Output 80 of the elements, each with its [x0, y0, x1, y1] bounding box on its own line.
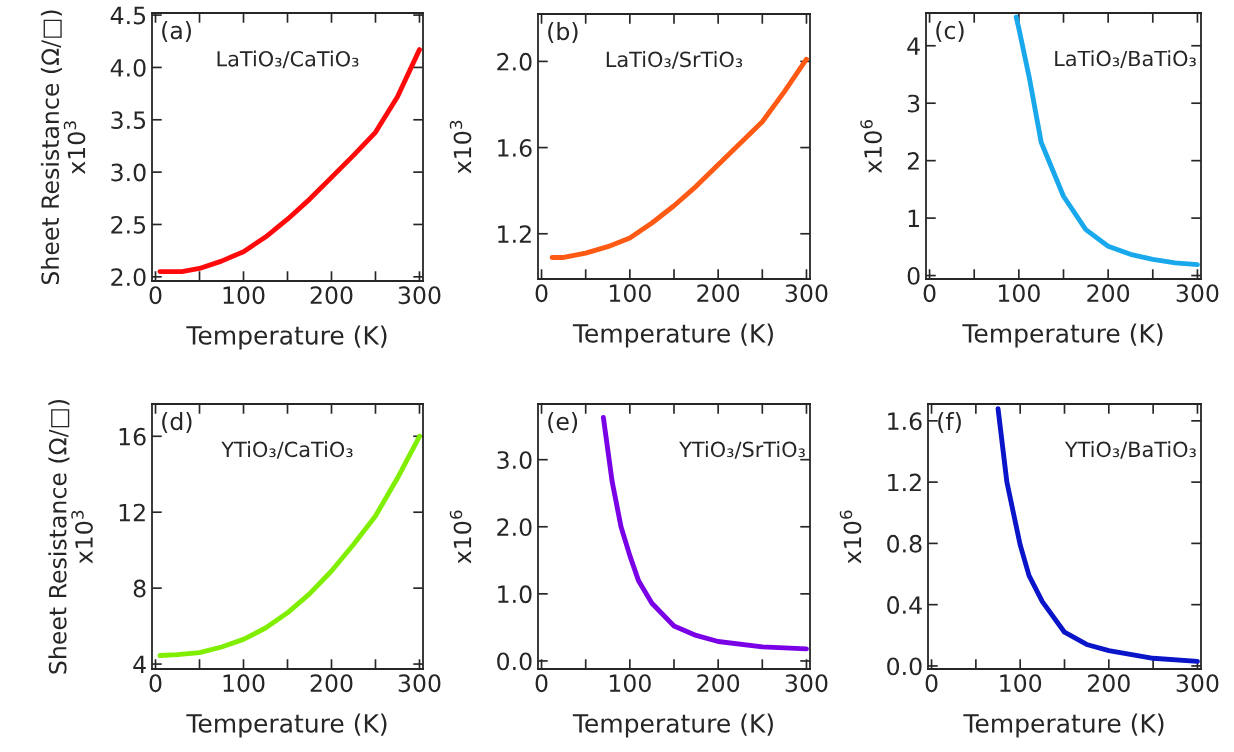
- annotation: (a): [162, 21, 191, 43]
- x-tick-label: 200: [310, 286, 353, 305]
- x-tick-label: 0: [535, 674, 548, 693]
- x-axis-title: Temperature (K): [186, 325, 387, 350]
- y-tick-label: 0.0: [887, 657, 922, 676]
- x-tick-label: 0: [923, 284, 936, 303]
- x-tick-label: 100: [1000, 674, 1042, 693]
- annotation: LaTiO₃/SrTiO₃: [606, 51, 743, 69]
- y-tick-label: 1.6: [498, 139, 532, 157]
- y-tick-label: 3.0: [497, 451, 532, 469]
- y-tick-label: 1: [908, 209, 919, 228]
- x-tick-label: 300: [1176, 284, 1219, 303]
- annotation: LaTiO₃/CaTiO₃: [217, 50, 359, 69]
- y-tick-label: 1.0: [498, 585, 532, 604]
- x-tick-label: 200: [1088, 674, 1130, 693]
- y-axis-title: x10$^{6}$: [839, 510, 862, 564]
- x-tick-label: 100: [609, 674, 651, 693]
- line-series: [157, 47, 422, 275]
- x-tick-label: 300: [398, 286, 441, 305]
- x-tick-label: 300: [1176, 674, 1219, 693]
- y-tick-label: 0.4: [887, 596, 922, 614]
- y-tick-label: 1.2: [888, 473, 921, 492]
- x-tick-label: 200: [697, 674, 740, 693]
- annotation: YTiO₃/BaTiO₃: [1064, 441, 1196, 459]
- x-tick-label: 100: [223, 674, 265, 693]
- x-tick-label: 100: [223, 286, 265, 305]
- x-tick-label: 0: [925, 674, 938, 693]
- x-tick-label: 0: [149, 286, 162, 305]
- line-series: [1013, 14, 1200, 268]
- y-tick-label: 2.5: [111, 215, 146, 234]
- annotation: LaTiO₃/BaTiO₃: [1055, 50, 1196, 68]
- y-tick-label: 2.0: [497, 52, 532, 71]
- x-tick-label: 0: [149, 674, 162, 693]
- y-axis-title: x10$^{6}$: [860, 120, 882, 174]
- x-tick-label: 200: [310, 674, 353, 693]
- x-tick-label: 0: [535, 284, 548, 303]
- y-tick-label: 2: [907, 152, 919, 170]
- x-tick-label: 100: [609, 284, 651, 303]
- y-tick-label: 4: [133, 655, 146, 674]
- line-series: [157, 433, 422, 658]
- x-tick-label: 300: [398, 674, 441, 693]
- x-tick-label: 200: [697, 284, 740, 303]
- y-tick-label: 16: [119, 427, 146, 446]
- y-axis-title: x10$^{6}$: [449, 510, 472, 564]
- x-axis-title: Temperature (K): [186, 713, 387, 738]
- y-tick-label: 8: [133, 579, 146, 598]
- y-tick-label: 4.0: [110, 58, 146, 77]
- annotation: (f): [938, 411, 961, 433]
- y-tick-label: 2.0: [111, 268, 146, 287]
- annotation: (b): [548, 21, 578, 43]
- y-tick-label: 0.0: [497, 652, 532, 671]
- y-axis-title: Sheet Resistance (Ω/□) x10$^{3}$: [48, 399, 93, 674]
- annotation: (e): [548, 411, 578, 433]
- x-tick-label: 100: [998, 284, 1040, 303]
- y-tick-label: 3: [907, 94, 920, 113]
- annotation: YTiO₃/SrTiO₃: [679, 441, 805, 459]
- x-tick-label: 200: [1087, 284, 1130, 303]
- y-tick-label: 3.0: [111, 163, 146, 182]
- line-series: [600, 414, 809, 652]
- annotation: (d): [162, 411, 192, 433]
- y-axis-title: x10$^{3}$: [449, 120, 472, 174]
- x-axis-title: Temperature (K): [963, 713, 1164, 738]
- x-axis-title: Temperature (K): [572, 323, 773, 348]
- y-axis-title: Sheet Resistance (Ω/□) x10$^{3}$: [40, 10, 86, 285]
- y-tick-label: 0: [907, 267, 920, 285]
- y-tick-label: 4.5: [110, 6, 146, 25]
- annotation: (c): [936, 21, 964, 43]
- x-axis-title: Temperature (K): [572, 713, 773, 738]
- y-tick-label: 12: [119, 503, 145, 522]
- annotation: YTiO₃/CaTiO₃: [221, 441, 353, 459]
- y-tick-label: 2.0: [497, 518, 532, 537]
- y-tick-label: 4: [907, 37, 920, 55]
- x-axis-title: Temperature (K): [962, 323, 1163, 348]
- x-tick-label: 300: [785, 674, 828, 693]
- x-tick-label: 300: [785, 284, 828, 303]
- y-tick-label: 3.5: [111, 111, 146, 130]
- y-tick-label: 1.6: [888, 412, 922, 431]
- line-series: [995, 406, 1200, 664]
- y-tick-label: 0.8: [887, 534, 922, 553]
- y-tick-label: 1.2: [498, 225, 531, 243]
